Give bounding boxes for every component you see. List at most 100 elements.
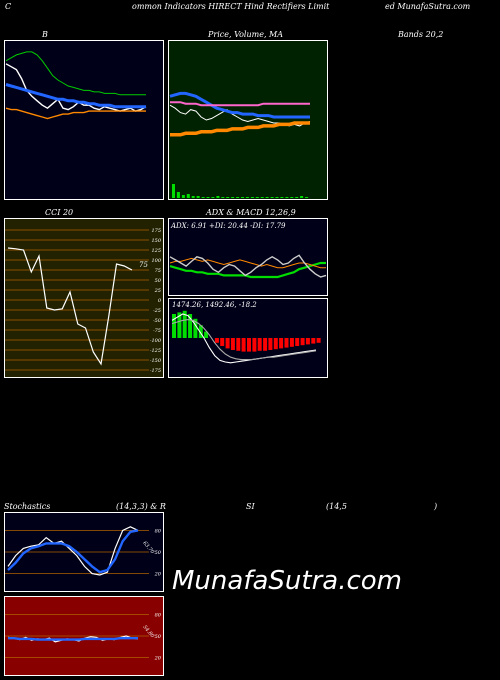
volume-bar <box>186 194 190 198</box>
header-center: ommon Indicators HIRECT Hind Rectifiers … <box>132 2 330 11</box>
macd-histogram-bar <box>172 314 176 338</box>
macd-histogram-bar <box>198 325 203 338</box>
cci-tick-label: 0 <box>158 298 162 304</box>
macd-histogram-bar <box>214 338 219 343</box>
adx-chart: ADX: 6.91 +DI: 20.44 -DI: 17.79 <box>168 218 328 296</box>
rsi-close: ) <box>434 502 438 511</box>
macd-histogram-bar <box>273 338 278 350</box>
bollinger-chart <box>4 40 164 200</box>
macd-histogram-bar <box>252 338 257 352</box>
stoch-title: Stochastics <box>4 502 51 511</box>
volume-bar <box>280 197 284 198</box>
volume-bar <box>236 197 240 198</box>
macd-histogram-bar <box>279 338 284 349</box>
cci-tick-label: -75 <box>153 328 161 334</box>
volume-bar <box>245 197 249 198</box>
cci-tick-label: 175 <box>151 228 161 234</box>
volume-bar <box>265 197 269 198</box>
ma-pink <box>170 101 310 107</box>
cci-tick-label: -100 <box>150 338 162 344</box>
macd-histogram-bar <box>225 338 230 349</box>
upper-band <box>5 51 146 96</box>
cci-tick-label: 75 <box>155 268 161 274</box>
volume-bar <box>285 197 289 198</box>
bollinger-title: B <box>42 30 48 39</box>
macd-histogram-bar <box>263 338 268 351</box>
macd-histogram-bar <box>305 338 310 345</box>
macd-histogram-bar <box>220 338 225 346</box>
rsi-title: SI <box>246 502 255 511</box>
cci-tick-label: -125 <box>150 348 161 354</box>
volume-bar <box>255 197 259 198</box>
volume-bar <box>241 197 244 198</box>
osc-fast-line <box>7 526 139 576</box>
cci-last-value: 75 <box>139 261 148 269</box>
macd-histogram-bar <box>204 331 209 338</box>
volume-bar <box>295 197 299 198</box>
macd-histogram-bar <box>188 314 193 338</box>
macd-histogram-bar <box>177 312 182 338</box>
macd-histogram-bar <box>289 338 294 347</box>
watermark: MunafaSutra.com <box>172 566 403 596</box>
volume-bar <box>196 196 200 198</box>
volume-bar <box>211 197 215 198</box>
osc-tick-label: 20 <box>154 656 162 662</box>
macd-histogram-bar <box>316 338 321 343</box>
macd-histogram-bar <box>182 310 187 338</box>
osc-tick-label: 80 <box>155 528 162 534</box>
volume-bar <box>201 197 205 198</box>
cci-tick-label: 150 <box>151 238 161 244</box>
adx-label: ADX: 6.91 +DI: 20.44 -DI: 17.79 <box>170 222 286 230</box>
macd-histogram-bar <box>236 338 241 351</box>
volume-bar <box>172 184 175 198</box>
macd-histogram-bar <box>241 338 246 352</box>
macd-chart: 1474.26, 1492.46, -18.2 <box>168 298 328 378</box>
panel-background <box>168 218 328 296</box>
macd-label: 1474.26, 1492.46, -18.2 <box>172 301 257 309</box>
ma-orange <box>170 121 310 137</box>
volume-bar <box>216 196 220 198</box>
macd-histogram-bar <box>247 338 251 352</box>
volume-bar <box>191 196 195 198</box>
macd-histogram-bar <box>284 338 289 348</box>
cci-tick-label: 125 <box>151 248 161 254</box>
volume-bar <box>181 195 185 198</box>
middle-band <box>5 83 146 109</box>
cci-tick-label: -50 <box>153 318 162 324</box>
volume-bar <box>206 197 210 198</box>
ma-blue <box>169 91 310 119</box>
macd-histogram-bar <box>295 338 300 346</box>
macd-histogram-bar <box>193 318 198 338</box>
volume-bar <box>270 197 274 198</box>
volume-bar <box>275 197 279 198</box>
volume-bar <box>176 192 180 198</box>
macd-histogram-bar <box>230 338 235 350</box>
osc-tick-label: 80 <box>155 612 162 618</box>
adx-line <box>169 261 326 279</box>
panel-background <box>4 40 164 200</box>
cci-title: CCI 20 <box>45 208 74 217</box>
rsi-params: (14,5 <box>326 502 347 511</box>
volume-bar <box>290 197 294 198</box>
macd-histogram-bar <box>257 338 262 351</box>
header-left: C <box>5 2 12 11</box>
panel-background <box>168 40 328 200</box>
volume-bar <box>260 197 264 198</box>
cci-tick-label: -25 <box>153 308 161 314</box>
cci-tick-label: 50 <box>155 278 162 284</box>
price-volume-chart <box>168 40 328 200</box>
cci-line <box>7 247 133 366</box>
osc-slow-line <box>8 637 138 641</box>
cci-chart: 1751501251007550250-25-50-75-100-125-150… <box>4 218 164 378</box>
osc-slow-line <box>7 529 139 574</box>
cci-tick-label: -175 <box>150 368 161 374</box>
price-line <box>5 63 147 112</box>
lower-band <box>5 107 146 120</box>
volume-bar <box>221 197 225 198</box>
macd-histogram-bar <box>300 338 305 346</box>
volume-bar <box>231 197 235 198</box>
osc-tick-label: 50 <box>155 550 162 556</box>
volume-bar <box>305 197 309 198</box>
